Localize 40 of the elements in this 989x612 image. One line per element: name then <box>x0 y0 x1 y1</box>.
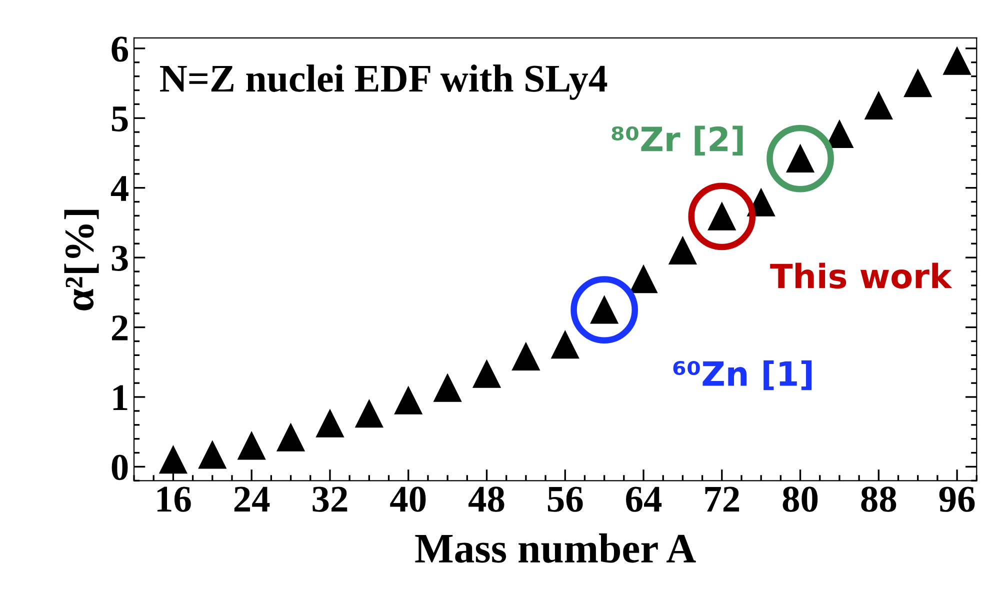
text: N=Z nuclei EDF with SLy4 <box>160 64 608 100</box>
x-tick-label: 32 <box>312 486 348 512</box>
y-tick-label: 3 <box>112 246 128 271</box>
x-tick-label: 72 <box>705 486 740 512</box>
point <box>551 330 580 359</box>
point <box>904 69 932 98</box>
point <box>668 236 697 264</box>
point <box>238 432 266 460</box>
point <box>630 265 658 294</box>
point <box>864 92 893 120</box>
x-tick-label: 56 <box>548 486 583 512</box>
x-tick-label: 88 <box>861 486 896 512</box>
x-tick-label: 64 <box>626 486 662 512</box>
y-tick-label: 1 <box>113 385 128 410</box>
point <box>943 47 971 75</box>
y-tick-label: 0 <box>112 454 128 480</box>
annotation: ⁸⁰Zr [2] <box>612 126 743 156</box>
x-tick-label: 40 <box>390 486 426 512</box>
y-axis-title: α²[%] <box>64 210 99 310</box>
x-axis-title: Mass number A <box>415 533 696 563</box>
x-tick-label: 80 <box>782 486 818 512</box>
x-tick-label: 48 <box>468 486 504 512</box>
y-tick-label: 5 <box>112 106 128 132</box>
y-tick-label: 6 <box>112 36 128 62</box>
point <box>159 446 188 474</box>
x-tick-label: 24 <box>234 486 270 512</box>
x-tick-label: 96 <box>939 486 975 512</box>
x-tick-label: 16 <box>157 486 191 512</box>
point <box>198 440 226 469</box>
point <box>472 360 501 388</box>
point <box>276 424 305 452</box>
annotation: ⁶⁰Zn [1] <box>673 360 812 390</box>
point <box>316 410 344 438</box>
point <box>434 374 462 402</box>
point <box>355 400 384 428</box>
y-tick-label: 4 <box>110 176 128 201</box>
y-tick-label: 2 <box>112 315 128 340</box>
point <box>512 342 540 370</box>
point <box>394 386 422 414</box>
annotation: This work <box>770 262 952 289</box>
